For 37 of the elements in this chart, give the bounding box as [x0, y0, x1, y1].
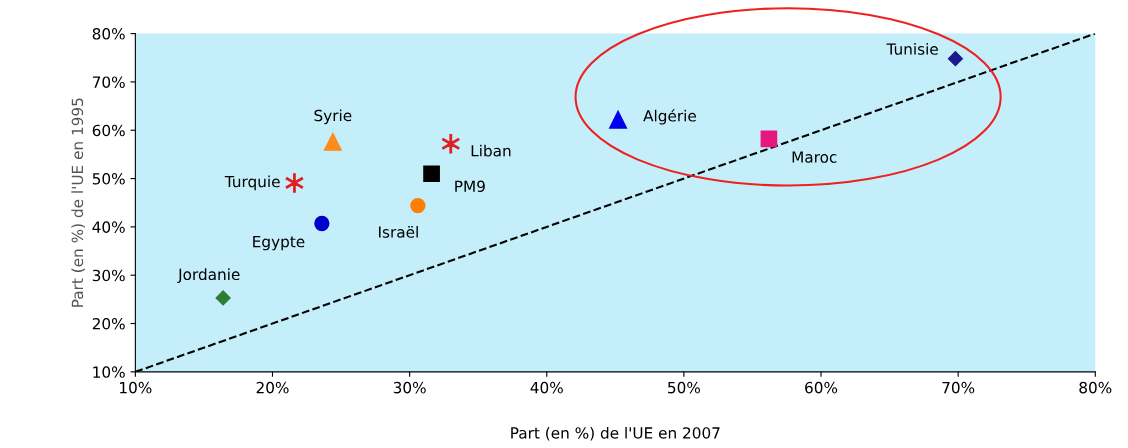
point: [947, 51, 963, 67]
series-label: Algérie: [643, 109, 696, 125]
series-label: Tunisie: [886, 43, 938, 55]
series-label: Jordanie: [177, 268, 240, 283]
point: [609, 110, 628, 129]
point: [314, 215, 330, 232]
y-tick-label: 20%: [92, 317, 125, 330]
y-axis-title: Part (en %) de l'UE en 1995: [71, 98, 85, 307]
point: [323, 132, 342, 151]
y-tick-label: 10%: [93, 366, 125, 378]
x-tick-label: 70%: [942, 381, 975, 394]
point: [410, 197, 426, 214]
x-tick-label: 20%: [256, 381, 289, 394]
series-label: Liban: [471, 144, 511, 157]
x-tick-label: 40%: [530, 381, 563, 394]
x-tick-label: 50%: [668, 381, 701, 394]
x-tick-label: 30%: [393, 381, 426, 394]
point: [215, 290, 231, 306]
point: [423, 165, 440, 183]
x-tick-label: 10%: [120, 381, 152, 394]
y-tick-label: 70%: [92, 76, 125, 88]
series-label: Syrie: [314, 109, 352, 125]
y-tick-label: 60%: [92, 124, 125, 137]
x-tick-label: 80%: [1079, 381, 1112, 394]
series-label: Maroc: [792, 151, 837, 163]
series-label: Egypte: [253, 236, 305, 251]
y-tick-label: 80%: [92, 28, 125, 40]
y-tick-label: 40%: [92, 221, 125, 233]
y-tick-label: 30%: [92, 269, 125, 282]
point: [760, 130, 778, 148]
x-axis-title: Part (en %) de l'UE en 2007: [511, 426, 720, 441]
series-label: Turquie: [224, 175, 280, 191]
x-tick-label: 60%: [805, 381, 838, 394]
y-tick-label: 50%: [92, 173, 125, 185]
point: [284, 171, 305, 195]
series-label: PM9: [455, 180, 485, 193]
series-label: Israël: [379, 226, 418, 238]
